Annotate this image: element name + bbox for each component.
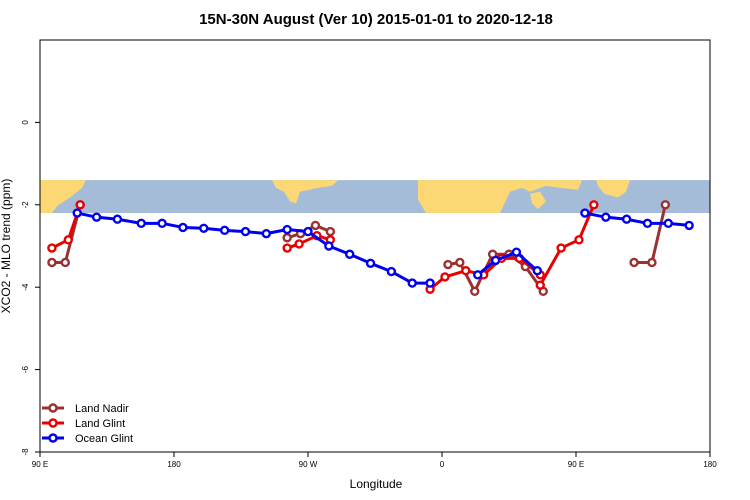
map-land-1	[272, 180, 338, 204]
data-point	[63, 235, 73, 245]
data-point	[178, 222, 188, 233]
series-line	[538, 204, 596, 286]
data-point	[532, 266, 542, 276]
data-point	[199, 223, 209, 233]
data-point	[440, 272, 450, 282]
data-point	[490, 255, 501, 266]
data-point	[282, 233, 292, 243]
data-point	[219, 225, 230, 236]
data-point	[642, 218, 653, 229]
data-point	[240, 226, 251, 237]
data-point	[574, 235, 584, 245]
legend-marker	[48, 403, 58, 413]
series-line	[584, 211, 690, 227]
x-tick-label: 90 W	[299, 460, 318, 469]
series-line	[634, 204, 667, 264]
x-axis: 90 E 180 90 W 0 90 E 180	[32, 452, 717, 469]
data-point	[60, 257, 71, 268]
legend-item: Land Glint	[42, 418, 125, 430]
data-point	[261, 228, 272, 239]
y-tick-label: 0	[21, 120, 30, 125]
data-point	[47, 243, 57, 253]
data-point	[282, 224, 292, 235]
legend-marker	[48, 433, 58, 443]
data-point	[601, 212, 611, 222]
series-land-glint	[47, 200, 599, 294]
x-tick-label: 90 E	[568, 460, 584, 469]
data-point	[344, 249, 355, 259]
y-tick-label: -6	[21, 365, 30, 373]
data-point	[310, 220, 321, 231]
data-point	[136, 218, 146, 229]
legend-marker	[48, 418, 58, 428]
legend-item: Land Nadir	[42, 403, 129, 415]
map-land-0	[40, 180, 86, 214]
data-point	[72, 208, 82, 218]
data-point	[647, 257, 657, 268]
map-land-3	[596, 180, 630, 198]
data-point	[365, 258, 376, 269]
data-point	[684, 220, 694, 231]
data-point	[473, 270, 483, 280]
series-line	[286, 234, 331, 250]
data-point	[589, 200, 599, 210]
legend-item: Ocean Glint	[42, 433, 133, 445]
data-point	[294, 239, 304, 249]
data-point	[629, 257, 639, 268]
data-point	[407, 278, 417, 288]
data-point	[663, 218, 674, 229]
x-tick-label: 180	[167, 460, 181, 469]
data-point	[75, 200, 85, 210]
data-point	[511, 247, 522, 257]
data-point	[324, 241, 334, 251]
data-point	[303, 226, 313, 237]
data-point	[157, 218, 167, 229]
data-point	[386, 266, 397, 277]
x-tick-label: 90 E	[32, 460, 48, 469]
y-axis: 0 -2 -4 -6 -8	[21, 120, 40, 456]
y-tick-label: -2	[21, 201, 30, 209]
legend-label: Land Glint	[75, 418, 125, 430]
map-land-4	[530, 191, 546, 210]
plot-frame	[39, 39, 711, 453]
data-point	[461, 266, 471, 276]
x-axis-label: Longitude	[350, 477, 403, 491]
data-point	[91, 212, 102, 222]
data-point	[580, 208, 590, 218]
y-tick-label: -4	[21, 283, 30, 291]
map-land-5	[480, 189, 504, 202]
data-point	[425, 278, 435, 288]
y-tick-label: -8	[21, 448, 30, 456]
series-line	[76, 211, 431, 285]
data-point	[443, 259, 453, 270]
data-point	[470, 286, 480, 297]
data-point	[112, 214, 123, 224]
data-point	[556, 243, 566, 253]
legend: Land Nadir Land Glint Ocean Glint	[42, 403, 133, 445]
data-point	[455, 257, 465, 268]
data-point	[325, 226, 336, 237]
series-land-nadir	[47, 200, 671, 297]
x-tick-label: 0	[440, 460, 445, 469]
x-tick-label: 180	[703, 460, 717, 469]
data-point	[660, 200, 671, 210]
data-point	[621, 214, 632, 224]
series-layer	[47, 200, 694, 297]
series-ocean-glint	[72, 208, 694, 288]
y-axis-label: XCO2 - MLO trend (ppm)	[0, 179, 13, 314]
data-point	[47, 257, 57, 268]
legend-label: Land Nadir	[75, 403, 129, 415]
legend-label: Ocean Glint	[75, 433, 133, 445]
world-map-band	[40, 180, 710, 214]
chart-title: 15N-30N August (Ver 10) 2015-01-01 to 20…	[199, 11, 553, 28]
series-line	[476, 250, 539, 277]
data-point	[535, 280, 545, 290]
data-point	[282, 243, 292, 253]
